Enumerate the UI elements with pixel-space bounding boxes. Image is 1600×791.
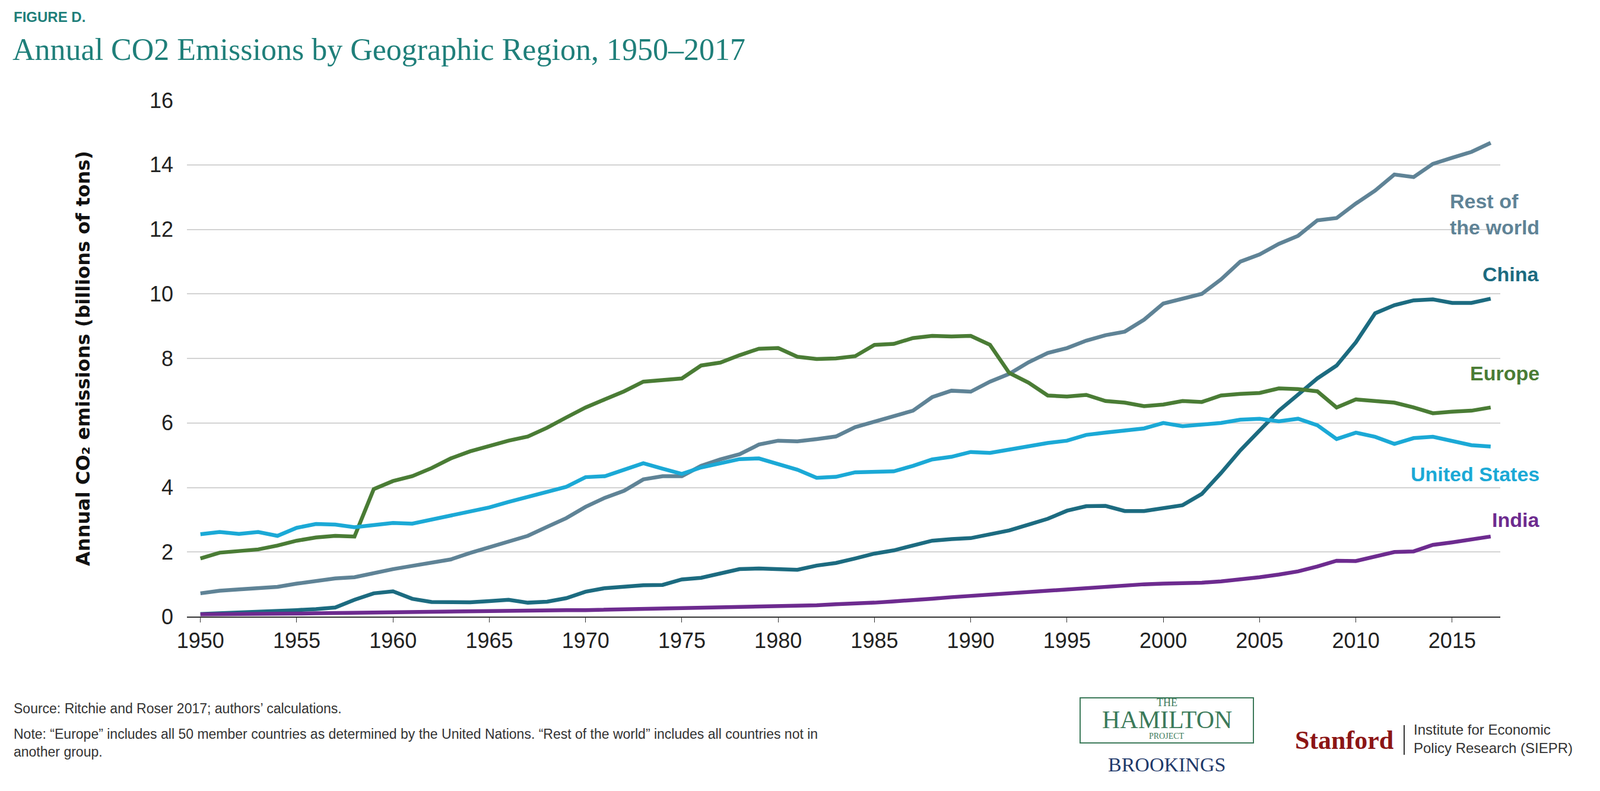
svg-text:1955: 1955 bbox=[272, 628, 321, 653]
svg-text:FIGURE D.: FIGURE D. bbox=[13, 8, 86, 25]
svg-text:2015: 2015 bbox=[1428, 628, 1476, 653]
svg-text:1995: 1995 bbox=[1043, 628, 1091, 653]
svg-text:2000: 2000 bbox=[1139, 628, 1187, 653]
svg-text:16: 16 bbox=[149, 88, 174, 113]
svg-text:Annual CO₂ emissions (billions: Annual CO₂ emissions (billions of tons) bbox=[71, 150, 95, 567]
svg-text:2005: 2005 bbox=[1235, 628, 1284, 653]
svg-text:THE: THE bbox=[1156, 696, 1178, 709]
svg-text:BROOKINGS: BROOKINGS bbox=[1108, 753, 1226, 776]
svg-text:10: 10 bbox=[149, 281, 174, 307]
svg-text:1985: 1985 bbox=[850, 628, 898, 653]
svg-text:14: 14 bbox=[149, 152, 174, 177]
svg-text:Institute for EconomicPolicy R: Institute for EconomicPolicy Research (S… bbox=[1413, 721, 1573, 757]
svg-text:1975: 1975 bbox=[658, 628, 706, 653]
svg-text:2010: 2010 bbox=[1332, 628, 1380, 653]
svg-text:1990: 1990 bbox=[947, 628, 995, 653]
svg-text:United States: United States bbox=[1410, 462, 1540, 486]
svg-text:Note: “Europe” includes all 50: Note: “Europe” includes all 50 member co… bbox=[13, 726, 818, 760]
svg-text:0: 0 bbox=[161, 604, 174, 630]
svg-text:1965: 1965 bbox=[465, 628, 513, 653]
svg-text:Europe: Europe bbox=[1470, 362, 1540, 385]
svg-text:1950: 1950 bbox=[176, 628, 225, 653]
svg-text:Source: Ritchie and Roser 2017: Source: Ritchie and Roser 2017; authors’… bbox=[13, 700, 342, 717]
svg-text:1970: 1970 bbox=[562, 628, 610, 653]
svg-text:12: 12 bbox=[149, 217, 174, 242]
svg-text:4: 4 bbox=[161, 475, 174, 500]
svg-text:1980: 1980 bbox=[754, 628, 802, 653]
svg-text:Annual CO2 Emissions by Geogra: Annual CO2 Emissions by Geographic Regio… bbox=[12, 32, 746, 67]
svg-text:2: 2 bbox=[161, 540, 174, 565]
svg-text:China: China bbox=[1482, 262, 1540, 286]
svg-text:Stanford: Stanford bbox=[1294, 725, 1394, 755]
svg-text:8: 8 bbox=[161, 346, 174, 371]
svg-text:Rest ofthe world: Rest ofthe world bbox=[1449, 189, 1540, 239]
svg-text:PROJECT: PROJECT bbox=[1148, 731, 1185, 741]
svg-text:HAMILTON: HAMILTON bbox=[1102, 706, 1233, 734]
svg-text:1960: 1960 bbox=[369, 628, 417, 653]
svg-text:India: India bbox=[1491, 508, 1540, 532]
svg-text:6: 6 bbox=[161, 410, 174, 436]
